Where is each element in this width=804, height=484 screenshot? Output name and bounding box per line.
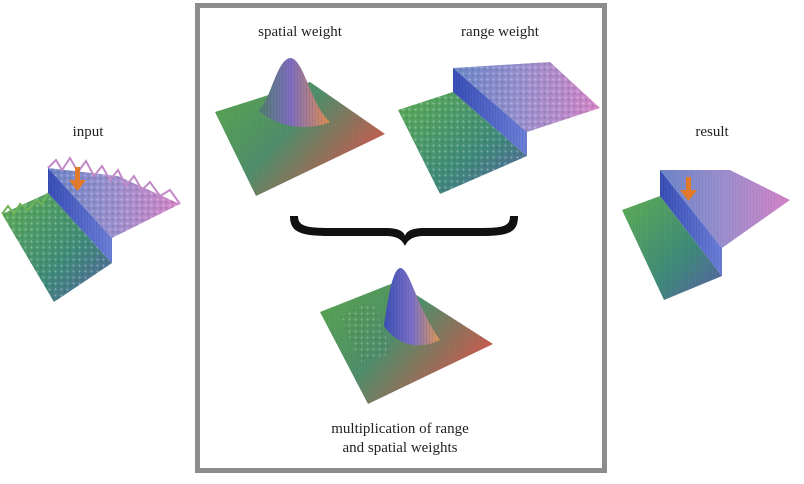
product-weight-surface xyxy=(320,268,493,404)
result-surface xyxy=(622,170,790,300)
result-label: result xyxy=(695,124,729,140)
weights-frame xyxy=(195,3,607,473)
result-arrow-icon xyxy=(680,177,697,201)
spatial-weight-surface xyxy=(215,58,385,196)
product-label-line1: multiplication of range xyxy=(331,421,469,437)
input-surface xyxy=(1,156,181,302)
curly-brace xyxy=(290,216,518,246)
input-label: input xyxy=(72,124,104,140)
input-arrow-icon xyxy=(69,167,86,191)
range-weight-surface xyxy=(398,62,600,194)
spatial-weight-label: spatial weight xyxy=(258,24,342,40)
range-weight-label: range weight xyxy=(461,24,539,40)
product-label-line2: and spatial weights xyxy=(342,440,458,456)
